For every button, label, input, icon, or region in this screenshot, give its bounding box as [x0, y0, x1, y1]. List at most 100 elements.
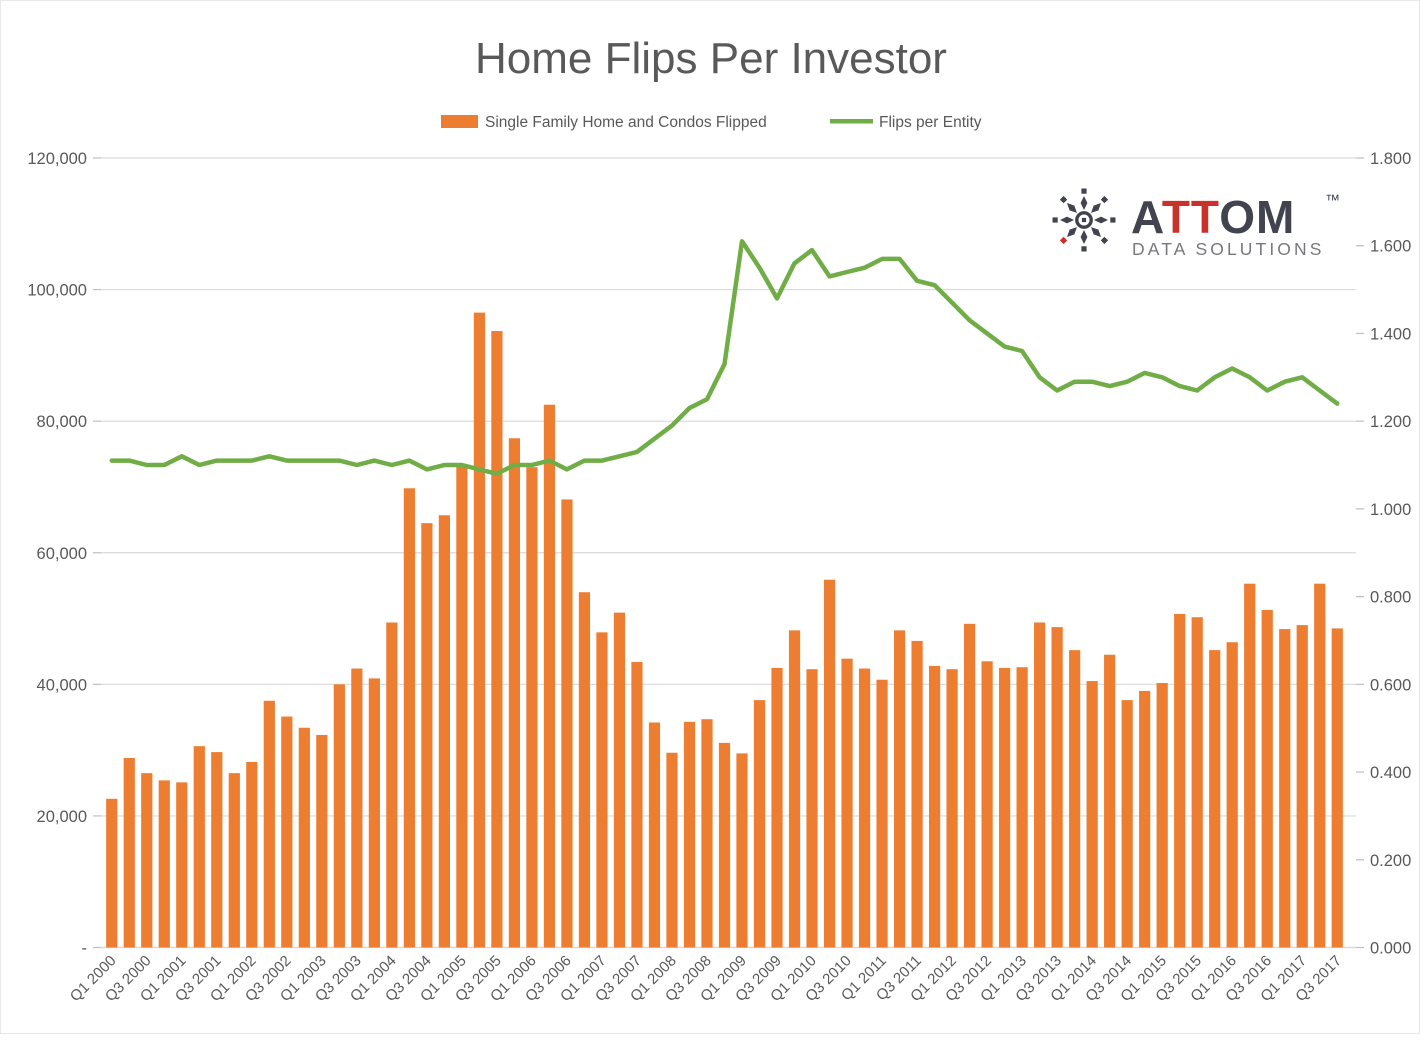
y-axis-right-label: 1.600: [1370, 238, 1411, 256]
bar: [1016, 667, 1028, 948]
atom-spoke: [1080, 188, 1088, 210]
bar: [491, 331, 503, 948]
bar: [1244, 583, 1256, 948]
bar: [1331, 628, 1343, 948]
logo-trademark: ™: [1325, 192, 1340, 209]
y-axis-left-label: 40,000: [37, 676, 87, 694]
bar: [858, 668, 871, 948]
bar: [666, 752, 678, 948]
bar: [1069, 650, 1081, 948]
y-axis-right-label: 1.800: [1370, 150, 1411, 168]
bar: [1174, 613, 1186, 948]
bar: [911, 640, 923, 948]
bar: [893, 630, 906, 948]
bar: [823, 579, 836, 948]
y-axis-left-label: 100,000: [27, 282, 87, 300]
atom-spoke: [1059, 195, 1077, 213]
y-axis-right-label: 0.800: [1370, 589, 1411, 607]
bar: [421, 523, 433, 948]
y-axis-right-labels: 0.000 0.200 0.400 0.600 0.800 1.000 1.200 1.400…: [1370, 150, 1411, 958]
y-axis-left-label: 60,000: [37, 545, 87, 563]
bar: [316, 734, 328, 948]
bar: [1209, 650, 1221, 948]
bar: [771, 667, 783, 948]
bar: [368, 678, 380, 948]
bar: [1261, 609, 1273, 948]
bar: [281, 716, 293, 948]
bar: [946, 669, 958, 948]
bar: [1314, 583, 1326, 948]
bar: [806, 669, 818, 948]
bar: [438, 515, 450, 948]
line-series: [109, 239, 1340, 477]
bar: [683, 721, 696, 948]
bar: [876, 679, 888, 948]
bar: [193, 746, 205, 948]
legend-line-label: Flips per Entity: [879, 114, 982, 131]
bar: [106, 798, 118, 948]
bar: [263, 700, 275, 948]
bar: [1034, 622, 1046, 948]
flips-per-entity-line: [109, 239, 1340, 477]
y-axis-left-label: 120,000: [27, 150, 87, 168]
chart-legend: Single Family Home and Condos Flipped Fl…: [441, 114, 982, 131]
y-axis-right-label: 1.200: [1370, 413, 1411, 431]
bar: [578, 592, 591, 948]
logo-subtitle: DATA SOLUTIONS: [1132, 239, 1325, 259]
bar: [543, 404, 556, 948]
bar: [736, 753, 748, 948]
bar: [386, 622, 398, 948]
bar: [1279, 629, 1291, 948]
bar: [298, 727, 310, 948]
y-axis-right-label: 0.000: [1370, 940, 1411, 958]
bar: [526, 467, 538, 948]
bar: [176, 782, 188, 948]
bar: [1086, 681, 1098, 948]
y-axis-left-label: 80,000: [37, 413, 87, 431]
legend-line-swatch-icon: [830, 119, 873, 124]
atom-spoke: [1091, 195, 1109, 213]
bar: [596, 632, 608, 948]
bar: [333, 684, 345, 948]
bar: [613, 612, 626, 948]
bar: [1139, 690, 1151, 948]
attom-logo: ATTOM ™ DATA SOLUTIONS: [1052, 188, 1340, 259]
atom-spoke: [1052, 216, 1074, 224]
bar: [473, 312, 486, 948]
bar: [1191, 617, 1203, 948]
bar: [123, 758, 135, 948]
atom-icon: [1052, 188, 1116, 252]
bar: [456, 466, 468, 948]
bar: [508, 438, 521, 948]
svg-text:ATTOM: ATTOM: [1131, 191, 1295, 243]
bar: [841, 658, 853, 948]
y-axis-left-label: 20,000: [37, 808, 87, 826]
bar: [1156, 683, 1168, 948]
bar-series: [106, 312, 1343, 948]
logo-text-a: A: [1131, 191, 1163, 243]
atom-spoke: [1080, 230, 1088, 252]
bar: [788, 630, 801, 948]
bar: [1296, 625, 1308, 948]
bar: [228, 773, 240, 948]
chart-title: Home Flips Per Investor: [475, 34, 947, 83]
legend-bar-swatch-icon: [441, 115, 478, 128]
bar: [246, 761, 258, 948]
y-axis-right-label: 1.400: [1370, 325, 1411, 343]
logo-text-tt: TT: [1162, 191, 1219, 243]
bar: [631, 661, 643, 948]
y-axis-left-label: -: [82, 940, 88, 958]
axis-ticks: [93, 157, 1364, 949]
bar: [928, 665, 941, 948]
bar: [1051, 627, 1063, 948]
bar: [211, 752, 223, 948]
bar: [141, 773, 153, 948]
bar: [981, 661, 993, 948]
bar: [753, 700, 766, 948]
y-axis-left-labels: - 20,000 40,000 60,000 80,000 100,000 120,000: [27, 150, 87, 958]
y-axis-right-label: 1.000: [1370, 501, 1411, 519]
bar: [1104, 654, 1116, 948]
